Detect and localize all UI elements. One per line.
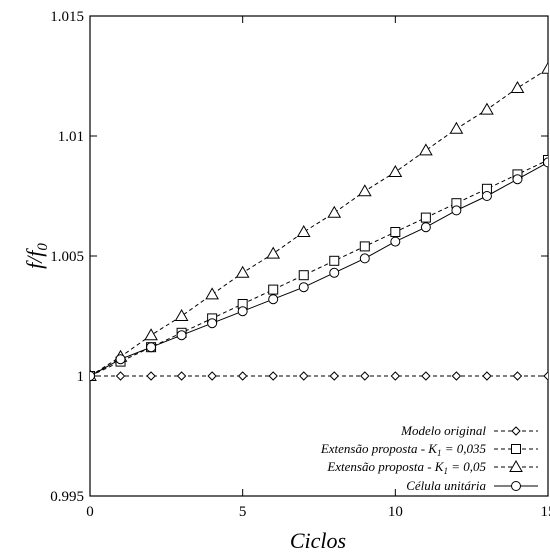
series-point-triangle [296, 224, 311, 237]
y-axis-title-main: f/f [22, 248, 47, 269]
series-point-triangle [235, 265, 250, 278]
series-point-triangle [205, 287, 219, 300]
series-point-diamond [482, 371, 492, 381]
legend-label-subscript: 1 [443, 466, 448, 476]
series-point-diamond [299, 371, 309, 381]
y-tick-label: 1 [77, 369, 85, 385]
x-axis-title: Ciclos [290, 528, 346, 553]
legend-label: Extensão proposta - K1 = 0,035 [320, 441, 487, 458]
series-point-triangle [357, 184, 372, 197]
axis-ticks: 0.995 1 1.005 1.01 1.015 0 5 10 15 [50, 9, 550, 520]
series-point-triangle [480, 102, 494, 115]
legend-label-text: Célula unitária [406, 478, 486, 493]
series-point-circle [451, 205, 462, 216]
series-point-diamond [451, 371, 462, 381]
series-point-triangle [144, 328, 158, 341]
series-point-circle [90, 371, 95, 381]
series-line-circle [90, 161, 548, 377]
legend-label: Extensão proposta - K1 = 0,05 [326, 459, 486, 476]
series-point-diamond [543, 371, 548, 381]
series-point-square [329, 255, 340, 266]
series-point-circle [420, 222, 431, 233]
series-point-circle [543, 157, 548, 168]
x-tick-label: 10 [388, 504, 403, 520]
series-point-triangle [174, 308, 189, 321]
series-point-diamond [421, 371, 431, 381]
series-point-circle [146, 342, 157, 353]
y-tick-label: 0.995 [50, 489, 84, 505]
series-point-circle [481, 191, 492, 201]
series-point-circle [298, 282, 309, 293]
series-point-triangle [510, 80, 525, 93]
legend-marker-diamond [511, 426, 521, 436]
series-point-triangle [266, 246, 281, 259]
series-point-circle [207, 318, 218, 329]
series-point-square [390, 227, 401, 237]
y-tick-label: 1.01 [58, 129, 84, 145]
legend-label-suffix: = 0,05 [448, 459, 487, 474]
series-point-circle [176, 330, 187, 341]
series-lines [90, 68, 548, 377]
series-point-diamond [237, 371, 248, 381]
legend-label-text: Extensão proposta - K [320, 441, 438, 456]
legend-label-text: Extensão proposta - K [326, 459, 444, 474]
legend-label: Célula unitária [406, 478, 486, 493]
series-point-circle [237, 306, 248, 317]
series-point-square [359, 241, 370, 252]
series-point-square [420, 212, 431, 223]
series-point-diamond [207, 371, 217, 381]
series-point-square [268, 284, 279, 295]
series-point-diamond [146, 371, 156, 381]
series-markers [90, 61, 548, 381]
series-point-triangle [419, 143, 433, 156]
x-tick-label: 15 [541, 504, 550, 520]
series-point-diamond [390, 371, 401, 381]
y-tick-label: 1.005 [50, 249, 84, 265]
series-point-diamond [329, 371, 339, 381]
series-point-diamond [176, 371, 187, 381]
series-line-square [90, 159, 548, 377]
x-tick-label: 5 [239, 504, 247, 520]
series-point-circle [359, 253, 370, 264]
y-tick-label: 1.015 [50, 9, 84, 25]
legend-label: Modelo original [400, 423, 486, 438]
y-axis-title-subscript: 0 [35, 243, 51, 251]
series-point-triangle [388, 164, 403, 177]
legend-marker-square [511, 444, 521, 454]
series-point-circle [329, 267, 340, 278]
series-point-triangle [541, 61, 548, 74]
series-line-triangle [90, 68, 548, 377]
series-point-circle [115, 354, 126, 365]
legend-label-subscript: 1 [437, 448, 442, 458]
plot-area [89, 15, 549, 497]
series-point-diamond [360, 371, 370, 381]
legend-marker-triangle [509, 459, 523, 472]
legend-label-suffix: = 0,035 [441, 441, 486, 456]
series-point-square [298, 270, 309, 281]
legend-marker-circle [511, 481, 521, 491]
series-point-triangle [327, 205, 342, 218]
x-tick-label: 0 [86, 504, 94, 520]
series-point-circle [268, 294, 279, 305]
series-point-circle [390, 236, 401, 247]
series-point-circle [512, 174, 523, 185]
series-point-diamond [115, 371, 126, 381]
series-point-triangle [449, 121, 464, 134]
legend-label-text: Modelo original [400, 423, 486, 438]
series-point-diamond [268, 371, 278, 381]
series-point-diamond [512, 371, 523, 381]
y-axis-title: f/f0 [22, 243, 51, 269]
